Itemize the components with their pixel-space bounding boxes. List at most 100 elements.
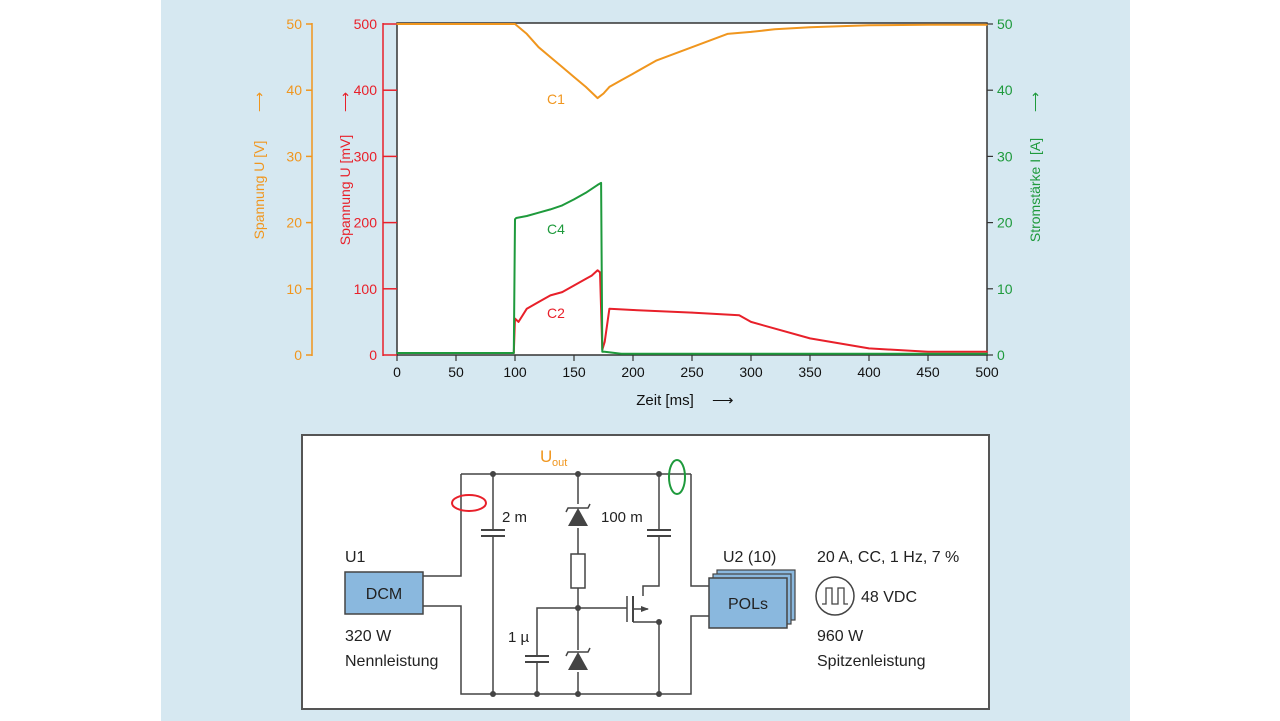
series-c4-point-9: [585, 192, 587, 194]
series-c1-point-15: [726, 33, 729, 35]
series-c1-point-3: [537, 46, 540, 48]
series-c2-point-16: [632, 309, 634, 311]
y-amp-tick-label-5: 50: [997, 16, 1013, 32]
y-volt-tick-label-2: 20: [286, 215, 302, 231]
series-c1-point-9: [602, 92, 605, 95]
series-c4-point-1: [513, 352, 515, 354]
series-c4-point-18: [868, 352, 870, 355]
arrow-right-icon: ⟶: [712, 392, 734, 409]
x-tick-label-1: 50: [448, 364, 464, 380]
y-mv-tick-label-5: 500: [354, 16, 378, 32]
series-c1-point-20: [927, 23, 929, 26]
uout-label: U: [540, 447, 552, 466]
wire-top-right: [690, 474, 709, 587]
series-c2-point-18: [738, 314, 740, 317]
wire-mosfet-source: [633, 621, 660, 694]
series-c4-point-5: [537, 211, 540, 214]
dcm-label: DCM: [366, 586, 402, 603]
x-tick-label-3: 150: [562, 364, 586, 380]
series-c2-point-5: [537, 301, 540, 303]
series-c1-point-2: [526, 33, 528, 35]
y-mv-tick-label-1: 100: [354, 281, 378, 297]
y-axis-label-millivolt: Spannung U [mV]: [337, 135, 353, 246]
y-volt-tick-label-4: 40: [286, 82, 302, 98]
x-tick-label-2: 100: [503, 364, 527, 380]
pols-box: [708, 577, 788, 629]
series-c2-point-14: [603, 341, 606, 343]
series-c1-point-18: [809, 26, 811, 29]
wire-bottom-rail: [423, 605, 709, 695]
series-c2-point-6: [549, 294, 552, 297]
series-c1-point-4: [549, 56, 552, 58]
arrow-up-millivolt-icon: ⟶: [337, 92, 353, 112]
y-mv-tick-label-4: 400: [354, 82, 378, 98]
y-volt-tick-label-3: 30: [286, 148, 302, 164]
series-c4-point-13: [603, 350, 606, 353]
series-c2-point-15: [608, 307, 611, 310]
series-c4-point-7: [561, 204, 563, 207]
y-mv-tick-label-0: 0: [369, 347, 377, 363]
series-c2-point-11: [596, 269, 599, 272]
series-c2-point-7: [561, 291, 563, 293]
y-axis-label-current: Stromstärke I [A]: [1027, 138, 1043, 242]
series-c4-point-20: [986, 352, 988, 355]
peak-power-desc: Spitzenleistung: [817, 653, 926, 670]
load-spec: 20 A, CC, 1 Hz, 7 %: [817, 549, 959, 566]
series-c1-point-21: [986, 23, 988, 26]
wire-cap3-top: [536, 607, 578, 656]
y-volt-tick-label-0: 0: [294, 347, 302, 363]
uout-sub-label: out: [552, 457, 567, 469]
load-voltage: 48 VDC: [861, 589, 917, 606]
mosfet-arrow-icon: [641, 606, 649, 612]
y-amp-tick-label-3: 30: [997, 148, 1013, 164]
series-c1-point-0: [396, 23, 398, 25]
series-c2-point-10: [590, 274, 593, 277]
y-volt-tick-label-1: 10: [286, 281, 302, 297]
series-c4-point-2: [514, 218, 516, 221]
series-c4-point-8: [573, 198, 575, 201]
arrow-up-current-icon: ⟶: [1027, 92, 1043, 112]
x-tick-label-4: 200: [621, 364, 645, 380]
pulse-waveform-icon: [822, 587, 848, 605]
chart-area: 0 50 100 150 200 250 300 350 400 450 500 0 10 20 30 40…: [251, 16, 1043, 409]
y-mv-tick-label-3: 300: [354, 148, 378, 164]
series-c1-point-10: [608, 86, 611, 88]
x-tick-label-8: 400: [857, 364, 881, 380]
u2-label: U2 (10): [723, 549, 776, 566]
cap1-label: 2 m: [502, 509, 527, 526]
series-c1-point-12: [632, 72, 634, 75]
dcm-power-value: 320 W: [345, 628, 392, 645]
series-label-c4: C4: [547, 221, 565, 237]
series-c2-point-4: [526, 307, 528, 310]
series-label-c2: C2: [547, 305, 565, 321]
series-c2-point-23: [986, 350, 988, 353]
series-c1-point-5: [561, 66, 563, 68]
series-c1-point-6: [573, 76, 575, 78]
dcm-power-desc: Nennleistung: [345, 653, 438, 670]
x-axis-label: Zeit [ms]: [636, 392, 694, 409]
y-amp-tick-label-1: 10: [997, 281, 1013, 297]
series-c4-point-0: [396, 352, 398, 354]
series-c4-point-17: [809, 352, 811, 355]
x-tick-label-6: 300: [739, 364, 763, 380]
series-c4-point-12: [601, 350, 604, 353]
x-tick-label-5: 250: [680, 364, 704, 380]
pols-label: POLs: [728, 596, 768, 613]
plot-frame: [396, 22, 988, 356]
series-c2-point-17: [691, 311, 693, 314]
series-c1-point-8: [596, 97, 599, 99]
series-line-c1: [397, 23, 987, 100]
series-c2-point-21: [868, 347, 870, 350]
zener-diode-bottom: [565, 647, 591, 670]
y-axis-label-volt: Spannung U [V]: [251, 141, 267, 240]
series-c1-point-7: [585, 86, 587, 88]
series-c4-point-19: [927, 352, 929, 355]
circuit-schematic: U out 2 m 100 m 1 µ U1 DCM 320 W Nennlei…: [344, 447, 959, 697]
series-c2-point-19: [750, 321, 752, 323]
probe-green: [668, 459, 686, 495]
peak-power-value: 960 W: [817, 628, 864, 645]
x-tick-label-9: 450: [916, 364, 940, 380]
zener-diode-top: [565, 503, 591, 526]
series-c1-point-16: [750, 31, 752, 33]
x-tick-label-7: 350: [798, 364, 822, 380]
